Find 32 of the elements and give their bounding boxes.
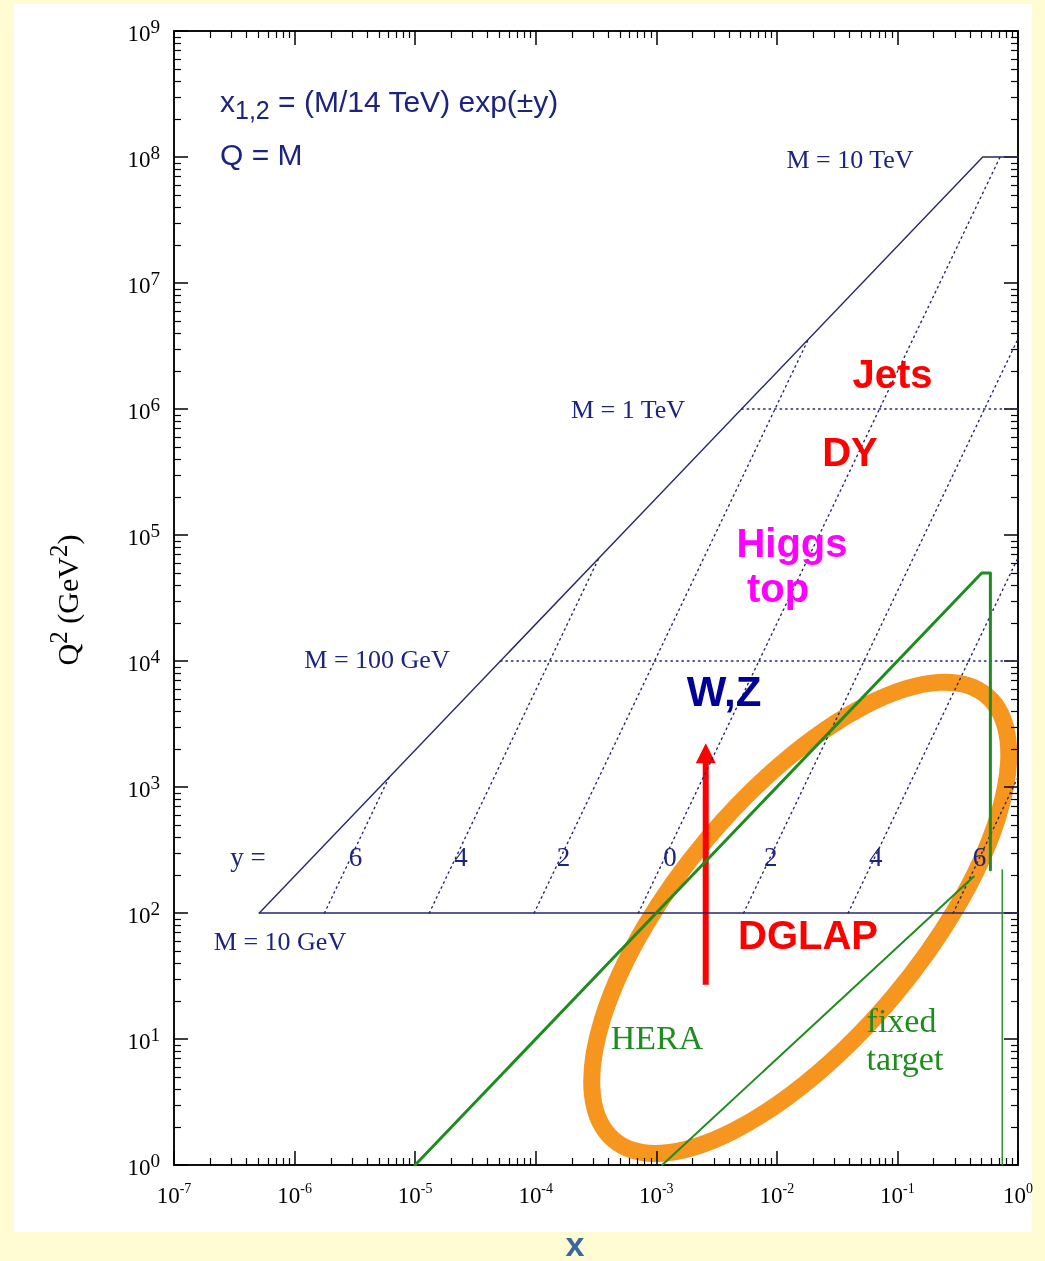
annotation: Q = M xyxy=(220,138,303,172)
annotation: M = 10 TeV xyxy=(786,145,914,175)
annotation: DY xyxy=(822,429,878,475)
y-tick-label: 10$^{3}$ xyxy=(127,771,160,803)
annotation: M = 100 GeV xyxy=(304,645,450,675)
y-tick-label: 10$^{5}$ xyxy=(127,519,160,551)
annotation: 2 xyxy=(764,841,778,873)
y-tick-label: 10$^{0}$ xyxy=(127,1149,160,1181)
y-tick-label: 10$^{2}$ xyxy=(127,897,160,929)
annotation: DGLAP xyxy=(738,912,878,958)
y-tick-label: 10$^{1}$ xyxy=(127,1023,160,1055)
annotation: HERA xyxy=(610,1019,704,1057)
annotation: M = 1 TeV xyxy=(570,395,686,425)
annotation: 0 xyxy=(663,841,677,873)
annotation: 6 xyxy=(972,841,987,873)
y-tick-label: 10$^{7}$ xyxy=(127,267,160,299)
x-axis-title: x xyxy=(565,1224,585,1261)
annotation: M = 10 GeV xyxy=(213,927,347,957)
annotation: Jets xyxy=(852,351,933,397)
annotation: Higgs xyxy=(736,520,848,566)
annotation: 4 xyxy=(868,841,883,873)
annotation: 6 xyxy=(348,841,363,873)
annotation: y = xyxy=(230,841,266,873)
y-tick-label: 10$^{4}$ xyxy=(127,645,160,677)
annotation: W,Z xyxy=(686,668,762,716)
y-tick-label: 10$^{6}$ xyxy=(127,393,160,425)
annotation: 2 xyxy=(556,841,571,873)
y-tick-label: 10$^{9}$ xyxy=(127,15,160,47)
y-tick-label: 10$^{8}$ xyxy=(127,141,160,173)
annotation: top xyxy=(746,565,810,611)
annotation: 4 xyxy=(454,841,468,873)
annotation: x$_{1,2}$ = (M/14 TeV) exp(±y) xyxy=(220,85,559,125)
